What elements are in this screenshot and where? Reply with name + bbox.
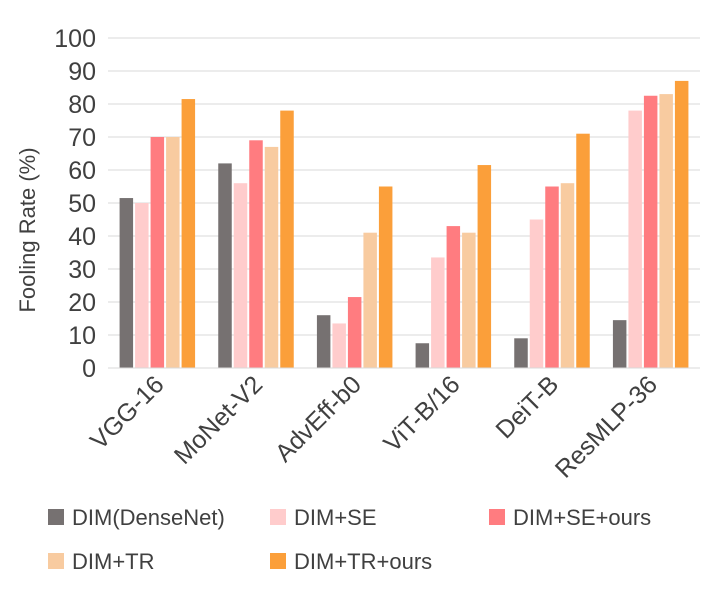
- legend-swatch: [489, 509, 505, 525]
- bar: [529, 219, 544, 368]
- bar: [166, 137, 180, 368]
- legend: DIM(DenseNet) DIM+SE DIM+SE+ours DIM+TR DIM+…: [48, 505, 651, 574]
- bars: [119, 80, 689, 369]
- y-tick-label: 10: [68, 322, 96, 350]
- category-labels: VGG-16 MoNet-V2 AdvEff-b0 ViT-B/16 DeiT-BRes…: [85, 370, 663, 483]
- y-tick-label: 0: [82, 355, 96, 383]
- bar: [659, 94, 673, 368]
- legend-label: DIM+TR: [72, 549, 155, 574]
- category-label: ResMLP-36: [550, 370, 663, 483]
- bar: [150, 137, 165, 368]
- y-tick-label: 40: [68, 223, 96, 251]
- bar: [643, 95, 658, 368]
- bar: [218, 163, 232, 368]
- bar: [446, 226, 461, 368]
- bar: [233, 183, 248, 368]
- bar: [378, 186, 393, 368]
- bar: [280, 110, 294, 368]
- bar: [316, 315, 331, 368]
- legend-swatch: [48, 553, 64, 569]
- y-tick-label: 20: [68, 289, 96, 317]
- y-axis-title: Fooling Rate (%): [15, 147, 40, 312]
- y-tick-label: 50: [68, 190, 96, 218]
- y-tick-label: 90: [68, 58, 96, 86]
- bar: [332, 323, 346, 368]
- y-tick-label: 30: [68, 256, 96, 284]
- bar: [628, 110, 642, 368]
- bar: [415, 343, 430, 368]
- bar: [612, 320, 627, 368]
- y-axis-tick-labels: 0 10 20 30 40 50 60 70 80 90 100: [54, 25, 96, 383]
- y-tick-label: 100: [54, 25, 96, 53]
- y-tick-label: 80: [68, 91, 96, 119]
- bar: [477, 165, 492, 368]
- bar: [347, 297, 362, 368]
- category-label: VGG-16: [85, 370, 170, 455]
- bar: [431, 257, 445, 368]
- legend-swatch: [48, 509, 64, 525]
- legend-label: DIM(DenseNet): [72, 505, 225, 530]
- legend-swatch: [270, 509, 286, 525]
- bar: [545, 186, 559, 368]
- legend-swatch: [270, 553, 286, 569]
- bar: [181, 99, 196, 369]
- bar: [264, 146, 279, 368]
- category-label: MoNet-V2: [169, 370, 268, 469]
- y-tick-label: 60: [68, 157, 96, 185]
- bar: [249, 140, 263, 368]
- bar: [674, 80, 689, 369]
- y-tick-label: 70: [68, 124, 96, 152]
- bar: [135, 203, 149, 368]
- category-label: ViT-B/16: [378, 370, 465, 457]
- bar: [576, 133, 590, 368]
- gridlines: [108, 37, 700, 336]
- bar: [560, 183, 575, 368]
- bar: [119, 198, 134, 368]
- legend-label: DIM+TR+ours: [294, 549, 432, 574]
- bar: [462, 232, 476, 368]
- category-label: AdvEff-b0: [270, 370, 367, 467]
- bar: [514, 338, 528, 368]
- category-label: DeiT-B: [490, 370, 564, 444]
- legend-label: DIM+SE: [294, 505, 377, 530]
- legend-label: DIM+SE+ours: [513, 505, 651, 530]
- bar: [363, 232, 377, 368]
